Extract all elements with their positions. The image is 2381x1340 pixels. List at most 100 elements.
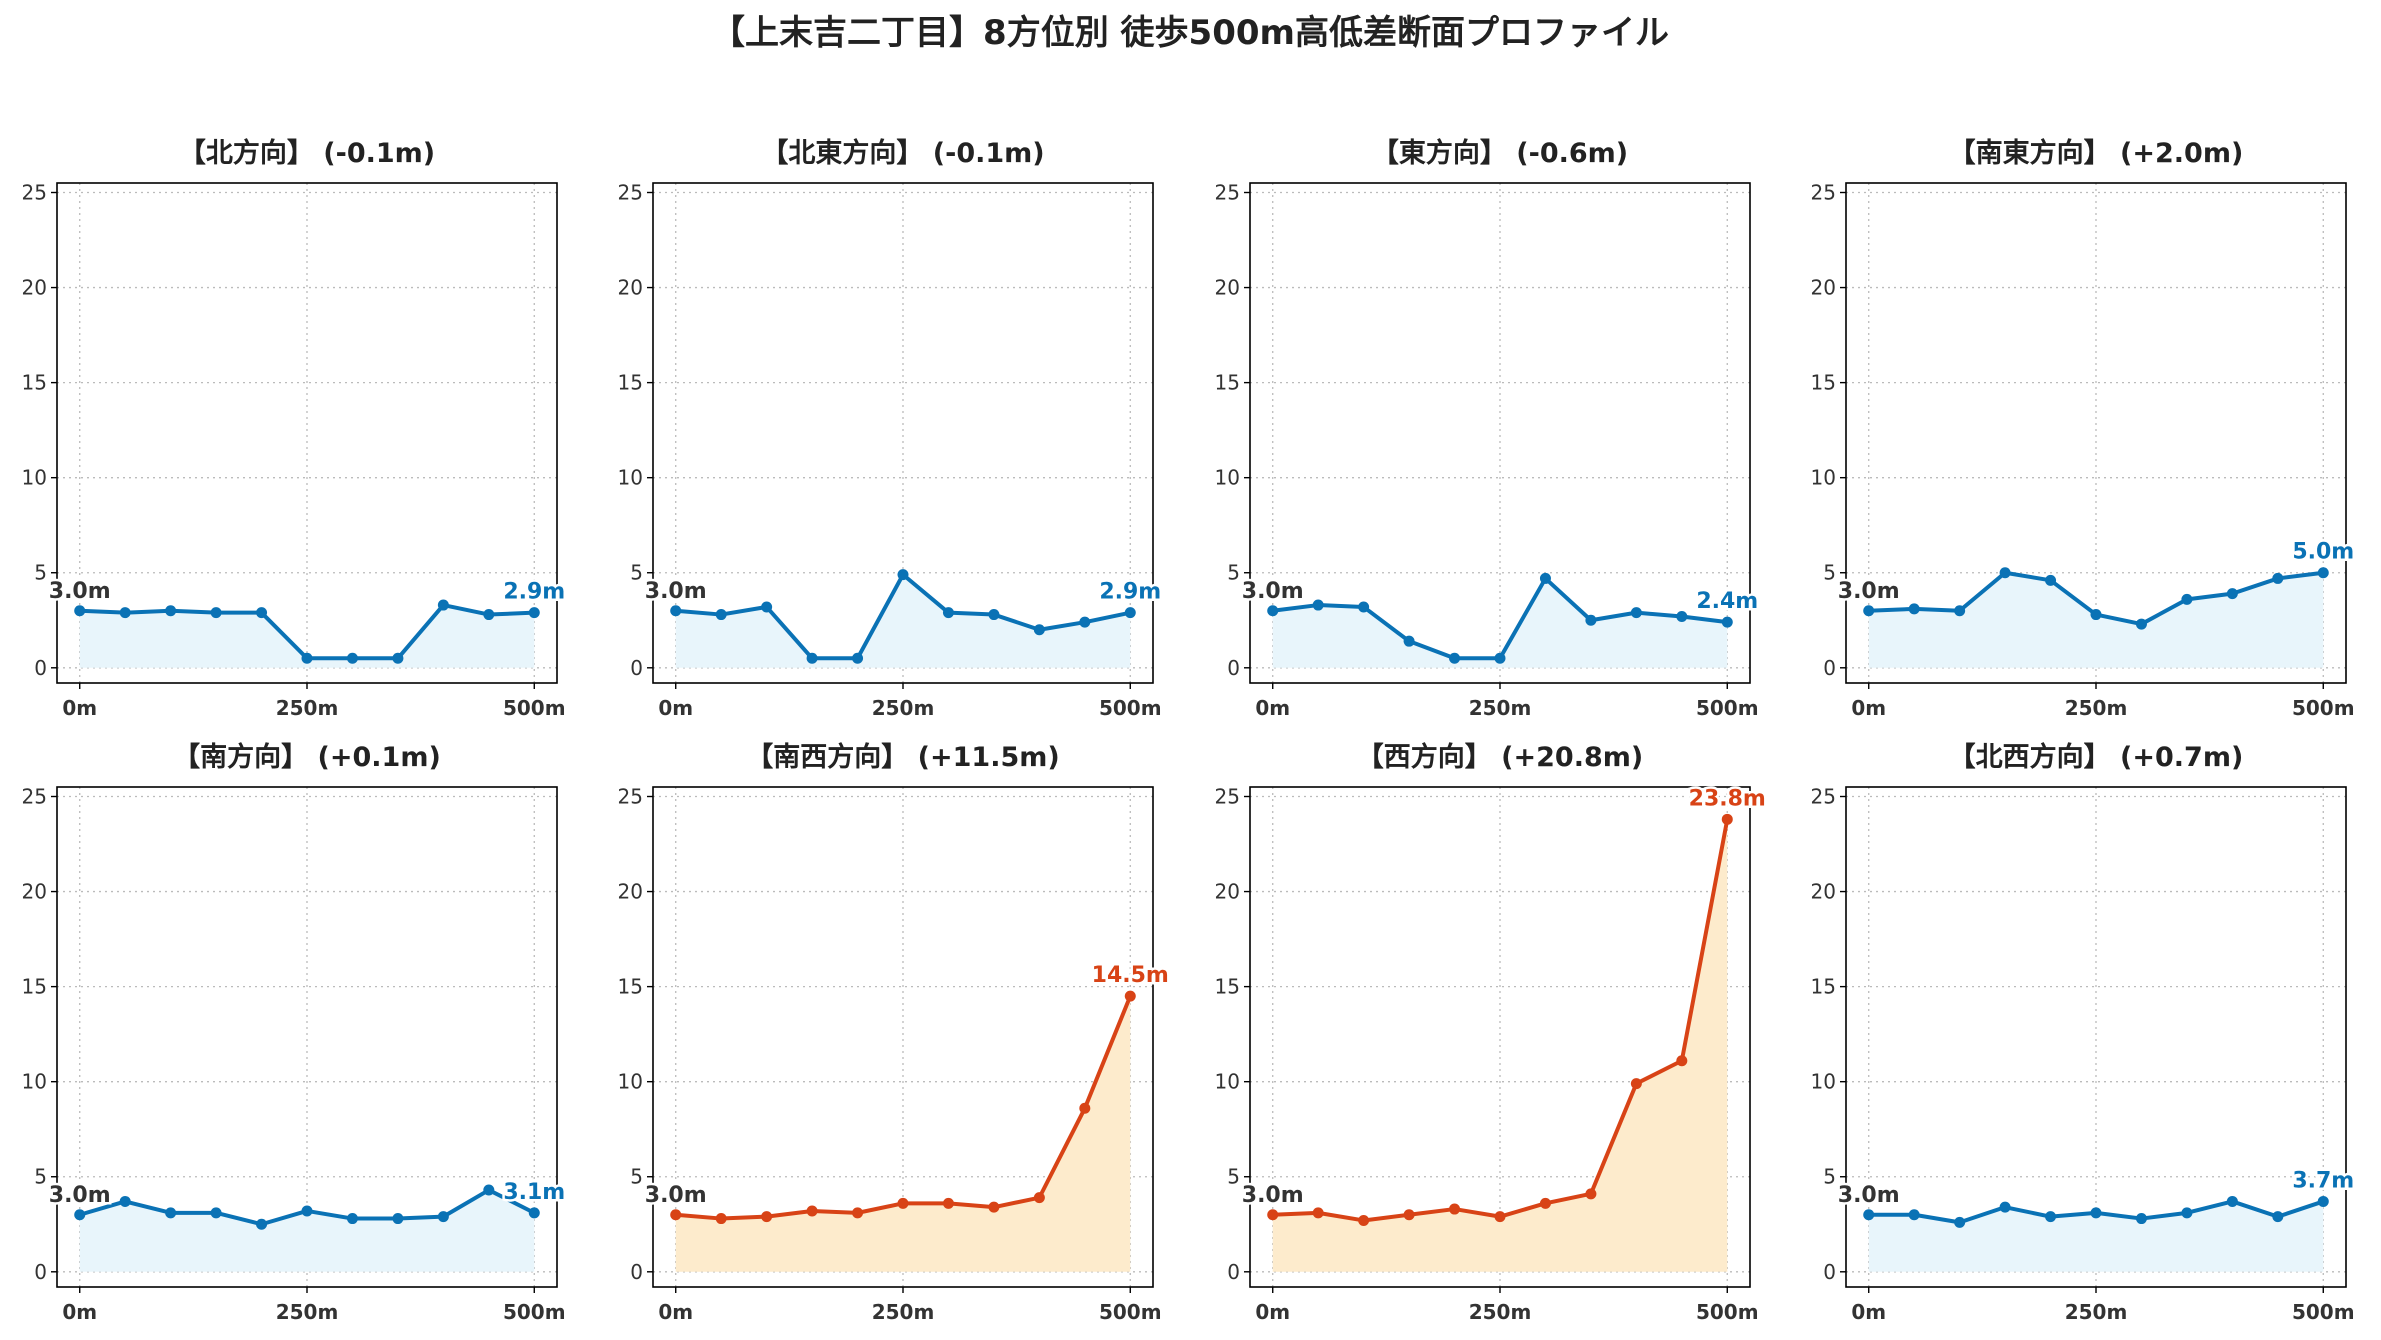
- elevation-point: [2226, 1195, 2238, 1207]
- elevation-point: [1999, 567, 2011, 579]
- x-tick-label: 500m: [2292, 1300, 2355, 1324]
- elevation-point: [2045, 1211, 2057, 1223]
- end-elevation-label: 2.9m: [503, 580, 565, 605]
- y-tick-label: 15: [1215, 975, 1240, 999]
- elevation-point: [2181, 593, 2193, 605]
- y-tick-label: 10: [22, 1070, 47, 1094]
- y-tick-label: 0: [630, 656, 643, 680]
- elevation-point: [988, 609, 1000, 621]
- y-tick-label: 5: [1227, 1165, 1240, 1189]
- y-tick-label: 5: [630, 561, 643, 585]
- elevation-point: [1033, 1192, 1045, 1204]
- elevation-point: [392, 652, 404, 664]
- elevation-area: [1272, 819, 1728, 1272]
- x-tick-label: 500m: [1099, 696, 1162, 720]
- start-elevation-label: 3.0m: [49, 1183, 111, 1208]
- y-tick-label: 15: [618, 371, 643, 395]
- elevation-point: [1585, 1188, 1597, 1200]
- y-tick-label: 5: [1227, 561, 1240, 585]
- elevation-area: [675, 996, 1131, 1272]
- x-tick-label: 250m: [2065, 1300, 2128, 1324]
- elevation-point: [1494, 652, 1506, 664]
- y-tick-label: 5: [1823, 561, 1836, 585]
- elevation-point: [346, 1213, 358, 1225]
- elevation-point: [392, 1213, 404, 1225]
- elevation-point: [119, 1195, 131, 1207]
- end-elevation-label: 14.5m: [1092, 963, 1169, 988]
- elevation-point: [1494, 1211, 1506, 1223]
- y-tick-label: 10: [1811, 1070, 1836, 1094]
- elevation-point: [1124, 607, 1136, 619]
- y-tick-label: 0: [34, 1260, 47, 1284]
- panel-title: 【東方向】 (-0.6m): [1372, 137, 1628, 169]
- panel-title: 【南東方向】 (+2.0m): [1949, 137, 2244, 169]
- elevation-point: [1033, 624, 1045, 636]
- elevation-point: [715, 1213, 727, 1225]
- elevation-point: [1863, 605, 1875, 617]
- y-tick-label: 15: [1215, 371, 1240, 395]
- elevation-point: [2226, 588, 2238, 600]
- elevation-point: [1079, 1102, 1091, 1114]
- elevation-point: [528, 607, 540, 619]
- y-tick-label: 10: [1215, 1070, 1240, 1094]
- y-tick-label: 10: [618, 1070, 643, 1094]
- elevation-point: [2317, 1195, 2329, 1207]
- elevation-point: [1124, 990, 1136, 1002]
- y-tick-label: 25: [22, 181, 47, 205]
- y-tick-label: 0: [34, 656, 47, 680]
- elevation-point: [1267, 1209, 1279, 1221]
- elevation-point: [437, 599, 449, 611]
- x-tick-label: 500m: [503, 696, 566, 720]
- elevation-point: [2272, 1211, 2284, 1223]
- elevation-point: [852, 1207, 864, 1219]
- x-tick-label: 0m: [62, 1300, 97, 1324]
- y-tick-label: 20: [22, 276, 47, 300]
- y-tick-label: 25: [618, 181, 643, 205]
- y-tick-label: 15: [22, 975, 47, 999]
- y-tick-label: 20: [1215, 276, 1240, 300]
- elevation-point: [210, 1207, 222, 1219]
- elevation-area: [79, 1190, 535, 1272]
- elevation-area: [675, 574, 1131, 668]
- elevation-point: [301, 652, 313, 664]
- elevation-point: [715, 609, 727, 621]
- elevation-point: [1999, 1201, 2011, 1213]
- elevation-point: [942, 607, 954, 619]
- y-tick-label: 25: [618, 785, 643, 809]
- elevation-point: [670, 605, 682, 617]
- y-tick-label: 5: [1823, 1165, 1836, 1189]
- elevation-point: [761, 1211, 773, 1223]
- axes-frame: [56, 182, 558, 684]
- y-tick-label: 20: [1811, 276, 1836, 300]
- elevation-point: [761, 601, 773, 613]
- x-tick-label: 500m: [503, 1300, 566, 1324]
- y-tick-label: 10: [618, 466, 643, 490]
- x-tick-label: 500m: [1696, 1300, 1759, 1324]
- x-tick-label: 250m: [276, 696, 339, 720]
- end-elevation-label: 2.9m: [1099, 580, 1161, 605]
- y-tick-label: 20: [22, 880, 47, 904]
- elevation-point: [1312, 599, 1324, 611]
- elevation-point: [1312, 1207, 1324, 1219]
- elevation-point: [346, 652, 358, 664]
- y-tick-label: 25: [22, 785, 47, 809]
- elevation-point: [528, 1207, 540, 1219]
- start-elevation-label: 3.0m: [49, 579, 111, 604]
- elevation-area: [1272, 578, 1728, 668]
- panel-title: 【南西方向】 (+11.5m): [746, 741, 1059, 773]
- elevation-point: [1539, 1197, 1551, 1209]
- end-elevation-label: 2.4m: [1696, 589, 1758, 614]
- elevation-point: [2045, 574, 2057, 586]
- y-tick-label: 15: [618, 975, 643, 999]
- elevation-point: [806, 652, 818, 664]
- x-tick-label: 250m: [872, 696, 935, 720]
- y-tick-label: 20: [618, 880, 643, 904]
- elevation-point: [1908, 1209, 1920, 1221]
- y-tick-label: 5: [34, 561, 47, 585]
- elevation-point: [2135, 1213, 2147, 1225]
